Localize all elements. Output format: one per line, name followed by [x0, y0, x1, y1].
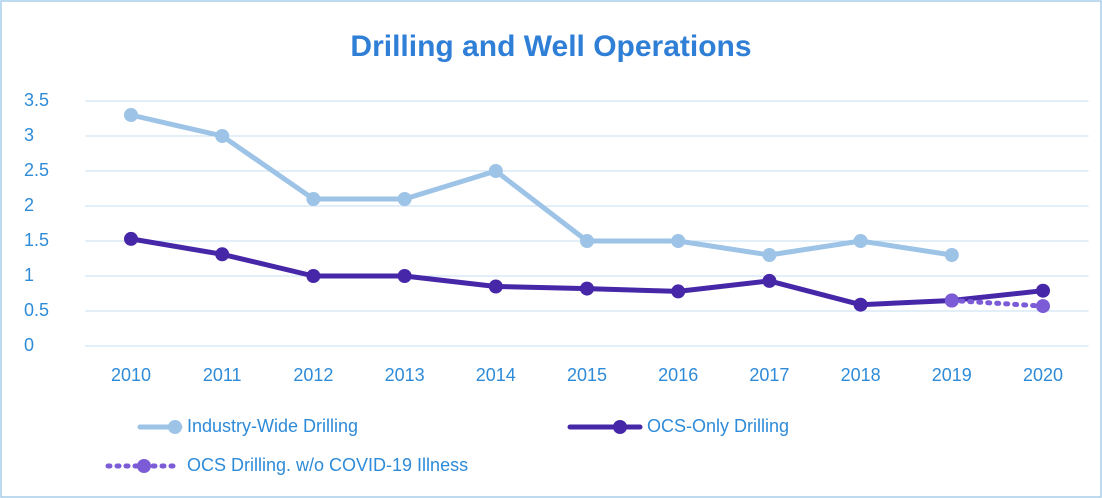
- data-point: [580, 281, 594, 296]
- data-point: [488, 164, 503, 178]
- legend-label: OCS Drilling. w/o COVID-19 Illness: [187, 455, 468, 475]
- data-point: [580, 234, 594, 248]
- data-point: [853, 297, 868, 312]
- data-point: [944, 248, 959, 262]
- y-tick-label: 1: [24, 265, 34, 285]
- legend-label: Industry-Wide Drilling: [187, 416, 358, 436]
- data-point: [762, 273, 777, 288]
- data-point: [397, 269, 412, 283]
- y-tick-label: 1.5: [24, 230, 49, 250]
- x-tick-label: 2010: [111, 365, 151, 385]
- y-tick-label: 3.5: [24, 90, 49, 110]
- legend-label: OCS-Only Drilling: [647, 416, 789, 436]
- data-point: [762, 248, 777, 262]
- x-tick-label: 2017: [749, 365, 789, 385]
- x-tick-label: 2020: [1023, 365, 1063, 385]
- legend-marker: [137, 459, 151, 473]
- x-tick-label: 2016: [658, 365, 698, 385]
- data-point: [397, 192, 412, 206]
- series-line: [128, 112, 955, 258]
- legend-marker: [613, 420, 627, 434]
- y-tick-label: 0.5: [24, 300, 49, 320]
- chart-title: Drilling and Well Operations: [350, 30, 751, 63]
- data-point: [1036, 283, 1050, 298]
- data-point: [671, 234, 686, 248]
- data-point: [124, 108, 138, 122]
- data-point: [215, 247, 230, 262]
- y-tick-label: 0: [24, 335, 34, 355]
- data-point: [853, 234, 868, 248]
- x-tick-label: 2012: [293, 365, 333, 385]
- x-tick-label: 2018: [841, 365, 881, 385]
- data-point: [124, 231, 138, 246]
- data-point: [488, 279, 503, 294]
- y-tick-label: 3: [24, 125, 34, 145]
- x-tick-label: 2014: [476, 365, 516, 385]
- data-point: [944, 293, 959, 308]
- data-point: [306, 269, 321, 283]
- data-point: [1036, 299, 1050, 314]
- x-tick-label: 2011: [203, 365, 242, 385]
- x-tick-label: 2013: [385, 365, 425, 385]
- legend-marker: [168, 420, 182, 434]
- data-point: [671, 284, 686, 299]
- data-point: [306, 192, 321, 206]
- data-point: [215, 129, 230, 143]
- y-tick-label: 2.5: [24, 160, 49, 180]
- x-tick-label: 2019: [932, 365, 972, 385]
- y-tick-label: 2: [24, 195, 34, 215]
- x-tick-label: 2015: [567, 365, 607, 385]
- series-line: [949, 298, 1046, 309]
